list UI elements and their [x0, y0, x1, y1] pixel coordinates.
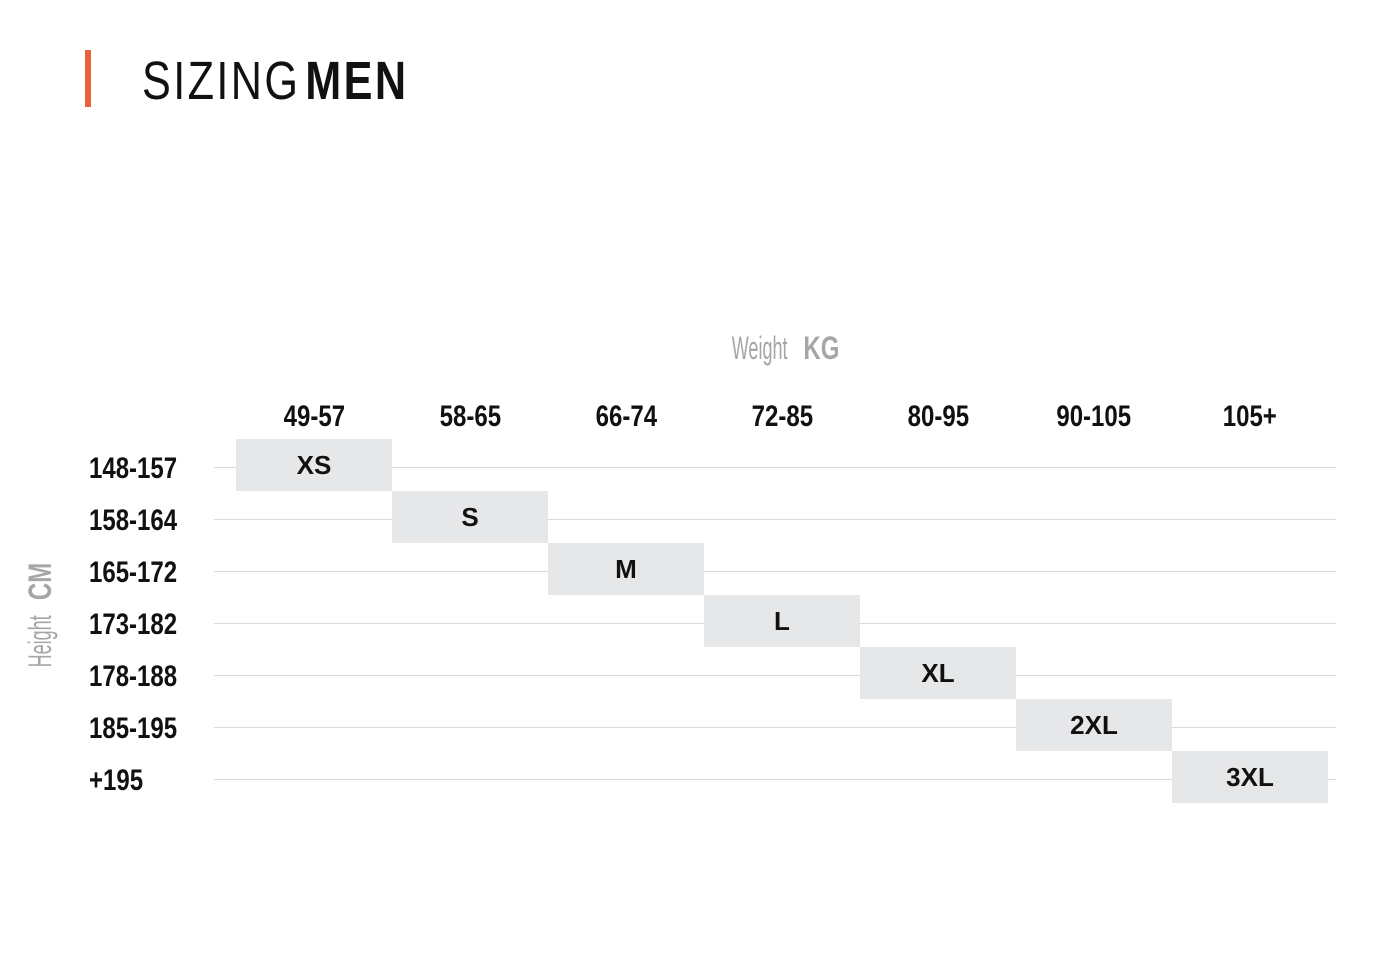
size-cell-2xl: 2XL	[1016, 699, 1172, 751]
row-header: 165-172	[89, 556, 178, 589]
size-cell-l: L	[704, 595, 860, 647]
weight-axis-label-bold: KG	[803, 330, 840, 366]
column-header: 49-57	[283, 400, 345, 433]
weight-axis-label: Weight KG	[581, 326, 981, 370]
row-header: 173-182	[89, 608, 178, 641]
size-cell-xl: XL	[860, 647, 1016, 699]
column-header: 105+	[1222, 400, 1278, 433]
row-gridline	[214, 779, 1336, 780]
weight-axis-label-light: Weight	[731, 330, 788, 366]
row-gridline	[214, 675, 1336, 676]
row-gridline	[214, 519, 1336, 520]
row-header: +195	[89, 764, 144, 797]
column-header: 72-85	[751, 400, 813, 433]
title-bold: MEN	[305, 51, 409, 111]
height-axis-label-light: Height	[22, 614, 58, 668]
row-header: 158-164	[89, 504, 178, 537]
row-header: 148-157	[89, 452, 178, 485]
row-gridline	[214, 571, 1336, 572]
column-header: 80-95	[907, 400, 969, 433]
size-cell-3xl: 3XL	[1172, 751, 1328, 803]
height-axis-label: Height CM	[18, 499, 62, 739]
title-light: SIZING	[142, 51, 301, 111]
page-title: SIZINGMEN	[142, 46, 408, 116]
size-cell-xs: XS	[236, 439, 392, 491]
row-gridline	[214, 727, 1336, 728]
column-header: 90-105	[1056, 400, 1132, 433]
height-axis-label-bold: CM	[22, 562, 58, 600]
row-header: 185-195	[89, 712, 178, 745]
title-accent-bar	[85, 50, 91, 107]
row-header: 178-188	[89, 660, 178, 693]
column-header: 66-74	[595, 400, 657, 433]
row-gridline	[214, 467, 1336, 468]
size-cell-m: M	[548, 543, 704, 595]
size-cell-s: S	[392, 491, 548, 543]
column-header: 58-65	[439, 400, 501, 433]
